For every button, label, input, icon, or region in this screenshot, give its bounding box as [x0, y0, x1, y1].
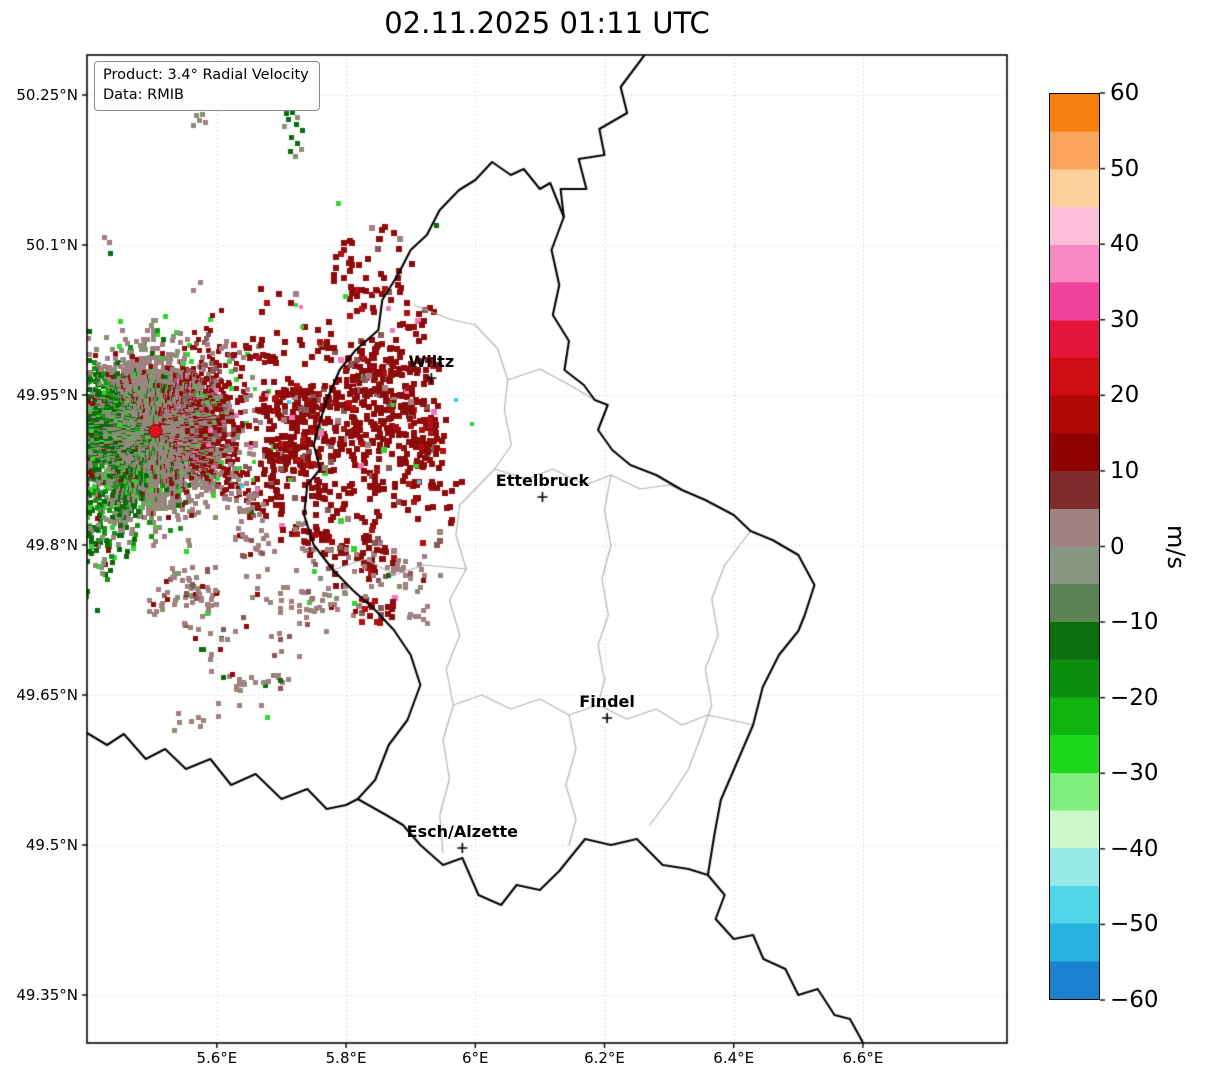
y-axis-tick-label: 49.95°N — [16, 386, 78, 404]
y-axis-tick-label: 50.1°N — [25, 236, 78, 254]
colorbar-tick-label: 50 — [1110, 155, 1140, 182]
colorbar-tick-label: 20 — [1110, 382, 1140, 409]
colorbar-tick-label: −60 — [1110, 987, 1159, 1013]
y-axis-tick-label: 49.5°N — [25, 836, 78, 854]
colorbar-tick-label: −10 — [1110, 609, 1159, 636]
x-axis-tick-label: 5.8°E — [325, 1049, 367, 1067]
colorbar-unit-label: m/s — [1162, 525, 1190, 569]
colorbar-tick-label: 0 — [1110, 533, 1125, 560]
colorbar-tick-label: −50 — [1110, 911, 1159, 938]
product-info-line: Product: 3.4° Radial Velocity — [103, 67, 309, 83]
y-axis-tick-label: 49.8°N — [25, 536, 78, 554]
colorbar-tick-label: 30 — [1110, 306, 1140, 333]
x-axis-tick-label: 5.6°E — [196, 1049, 238, 1067]
y-axis-tick-label: 49.65°N — [16, 686, 78, 704]
y-axis-tick-label: 50.25°N — [16, 86, 78, 104]
city-label-eschalzette: Esch/Alzette — [406, 822, 519, 841]
product-info-box: Product: 3.4° Radial Velocity Data: RMIB — [94, 61, 320, 111]
x-axis-tick-label: 6.2°E — [584, 1049, 625, 1067]
colorbar-tick-label: 40 — [1110, 231, 1140, 258]
figure-title: 02.11.2025 01:11 UTC — [384, 6, 710, 40]
data-source-line: Data: RMIB — [103, 87, 184, 103]
colorbar-tick-label: 10 — [1110, 457, 1140, 484]
colorbar-gradient — [1049, 93, 1100, 1000]
city-label-wiltz: Wiltz — [408, 352, 455, 371]
x-axis-tick-label: 6.6°E — [842, 1049, 884, 1067]
x-axis-tick-label: 6°E — [462, 1049, 489, 1067]
colorbar-tick-label: 60 — [1110, 80, 1140, 106]
colorbar-tick-label: −20 — [1110, 684, 1159, 711]
colorbar-tick-label: −40 — [1110, 835, 1159, 862]
x-axis-tick-label: 6.4°E — [713, 1049, 755, 1067]
city-label-ettelbruck: Ettelbruck — [495, 471, 590, 490]
colorbar-tick-label: −30 — [1110, 760, 1159, 787]
y-axis-tick-label: 49.35°N — [16, 986, 78, 1004]
city-label-findel: Findel — [579, 692, 635, 711]
